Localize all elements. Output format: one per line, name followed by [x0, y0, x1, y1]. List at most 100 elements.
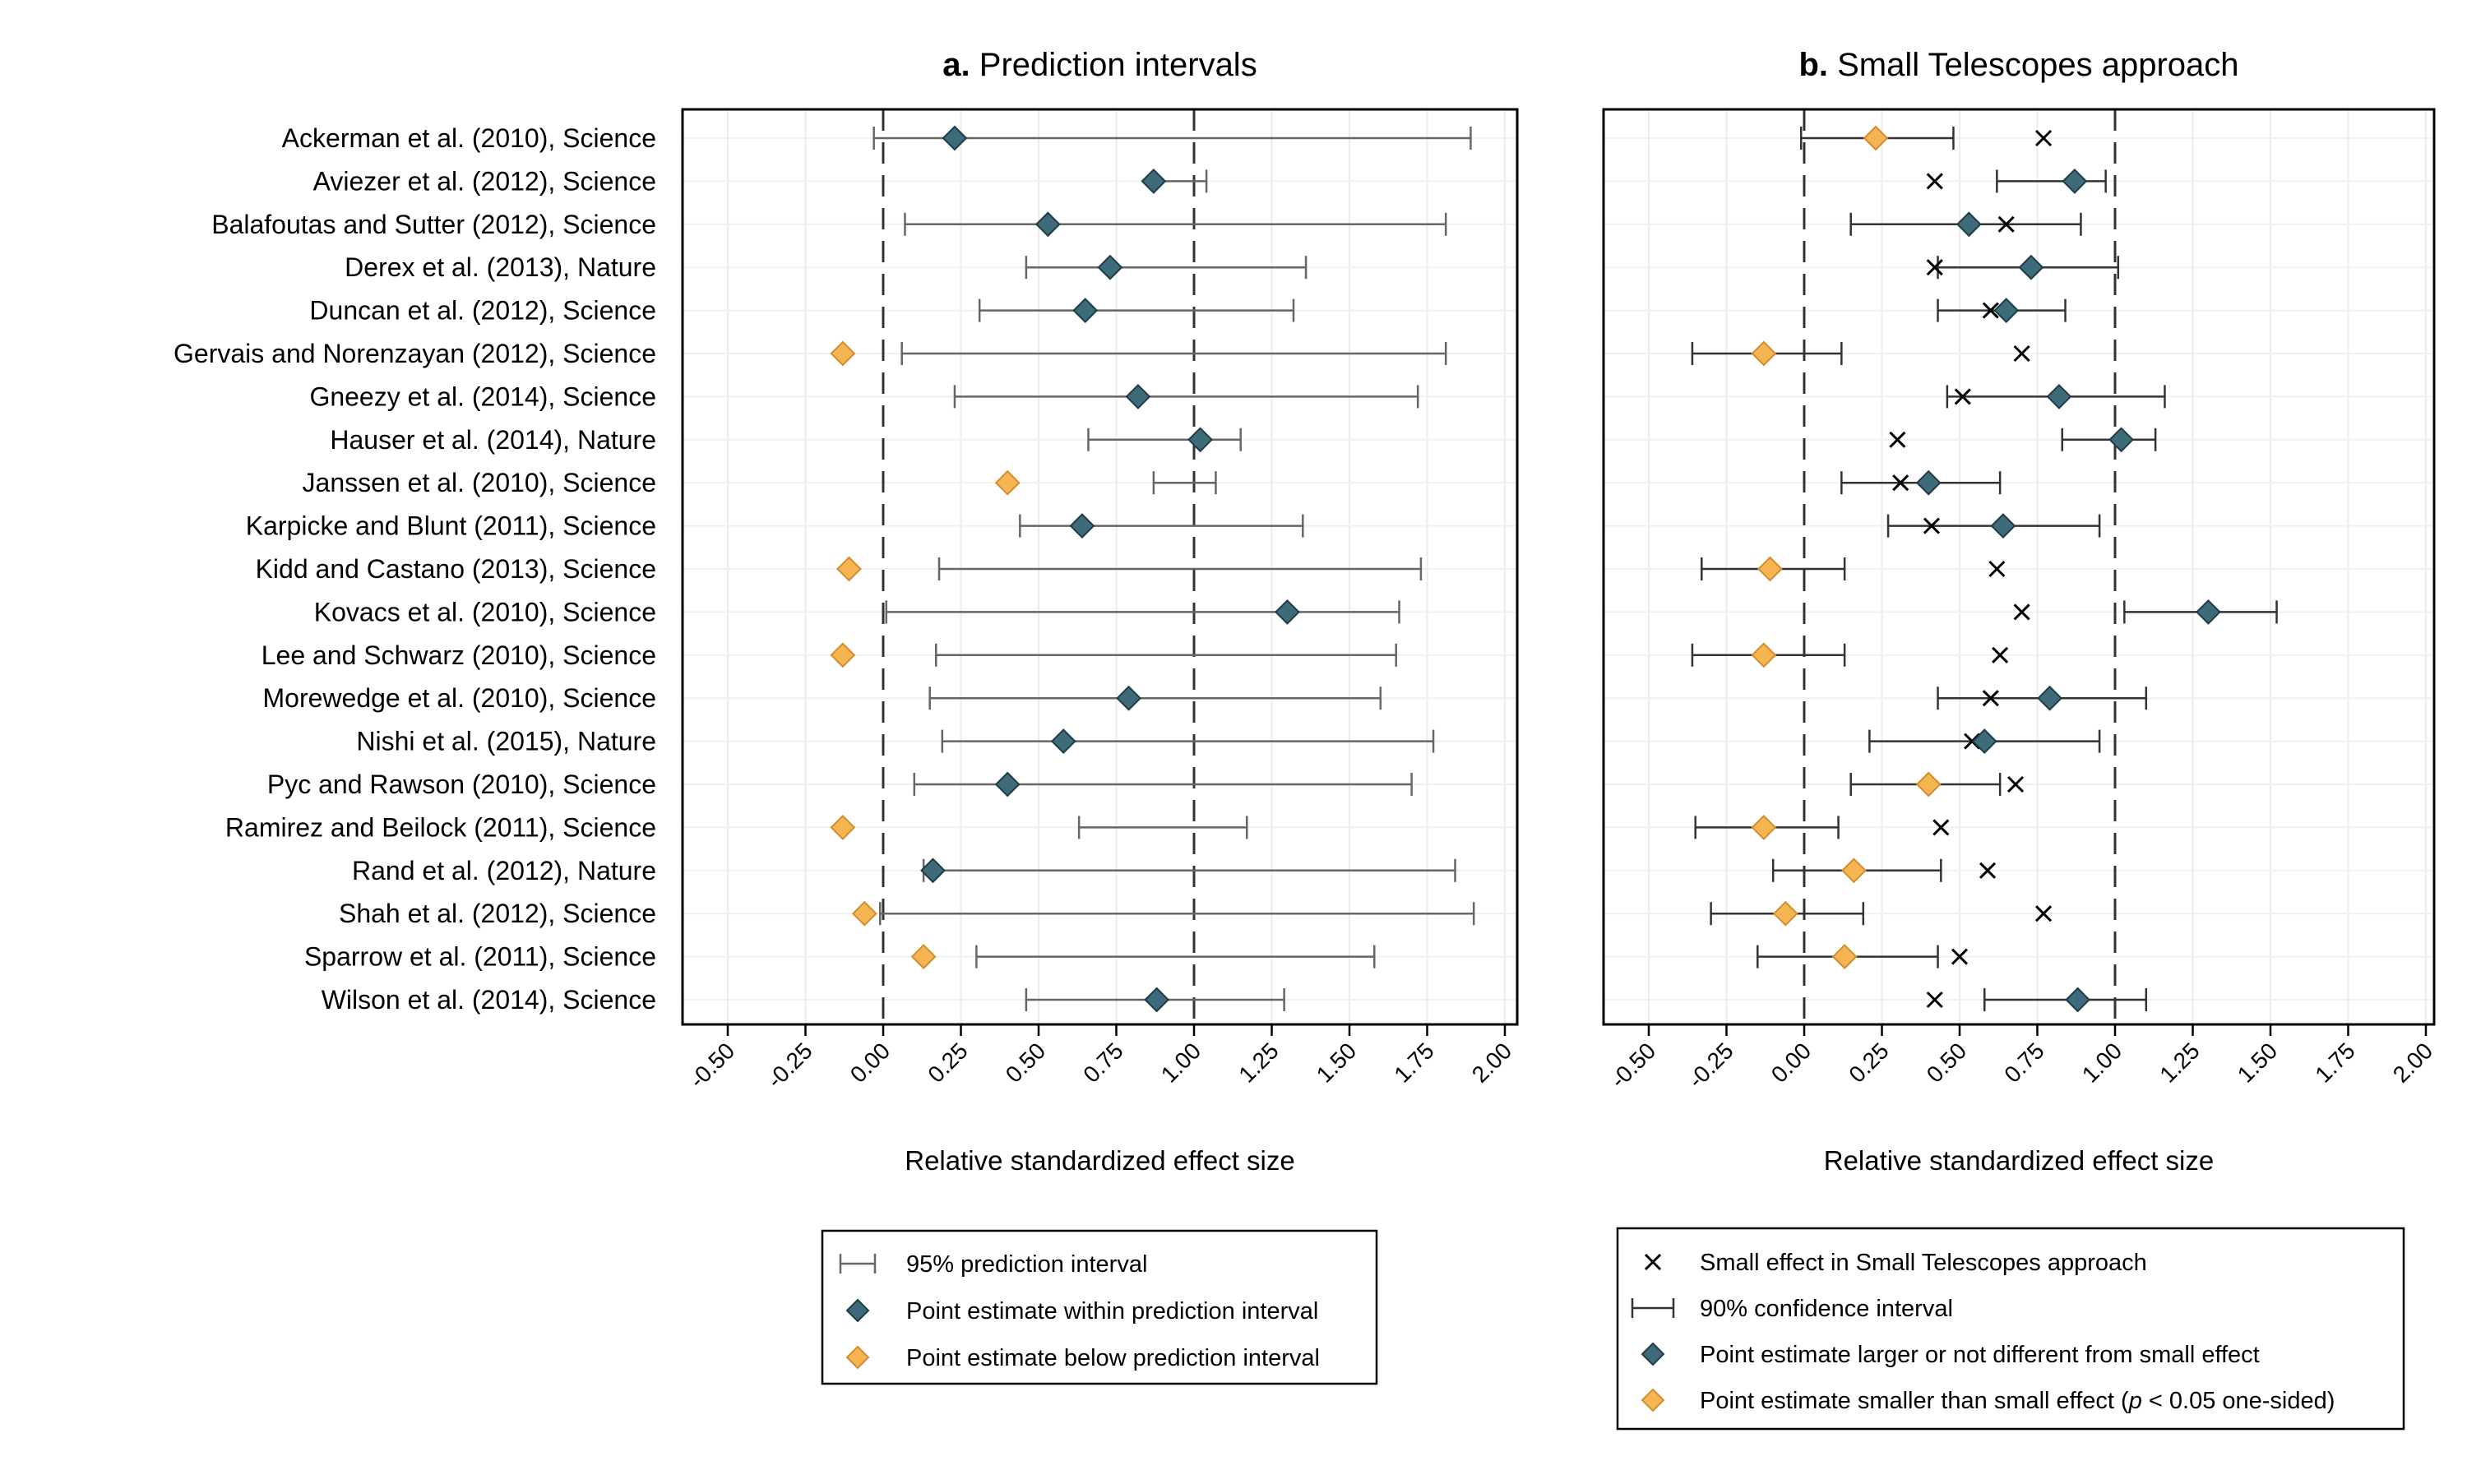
study-label: Hauser et al. (2014), Nature — [330, 425, 656, 455]
legend-diamond-icon — [1641, 1342, 1665, 1366]
x-tick-label-b: 1.50 — [2233, 1038, 2282, 1087]
point-estimate-marker — [2018, 254, 2044, 280]
panel-b: b. Small Telescopes approach -0.50 -0.25 0.… — [1602, 47, 2437, 1176]
x-tick-label-a: 0.75 — [1078, 1038, 1127, 1087]
small-effect-cross — [1954, 388, 1971, 405]
point-estimate-marker — [1751, 340, 1777, 367]
point-estimate-marker — [1990, 513, 2016, 539]
point-estimate-marker — [1956, 211, 1982, 238]
point-estimate-marker — [1863, 125, 1889, 151]
legend-b-suffix: p — [2128, 1388, 2142, 1414]
x-tick-label-b: -0.25 — [1683, 1038, 1738, 1093]
point-estimate-marker — [1116, 685, 1142, 711]
small-effect-cross — [1992, 646, 2009, 663]
point-estimate-marker — [2046, 383, 2072, 409]
panel-title-b: b. Small Telescopes approach — [1798, 47, 2238, 83]
point-estimate-marker — [1144, 987, 1170, 1013]
study-label: Ackerman et al. (2010), Science — [282, 123, 656, 153]
legend-a-box — [821, 1229, 1378, 1385]
x-tick-label-a: 0.25 — [923, 1038, 972, 1087]
point-estimate-marker — [920, 858, 946, 884]
panel-letter-b: b. — [1798, 47, 1837, 83]
point-estimate-marker — [851, 900, 877, 927]
small-effect-cross — [1926, 173, 1943, 190]
legend-cross-icon — [1644, 1253, 1662, 1271]
point-estimate-marker — [1141, 168, 1167, 194]
plot-frame-b — [1602, 108, 2436, 1026]
point-estimate-marker — [2037, 685, 2063, 711]
point-estimate-marker — [1915, 771, 1942, 797]
study-label: Morewedge et al. (2010), Science — [263, 683, 656, 713]
x-tick-label-b: 0.75 — [1999, 1038, 2048, 1087]
small-effect-cross — [2006, 775, 2025, 793]
small-effect-cross — [2013, 603, 2030, 621]
point-estimate-marker — [1125, 383, 1151, 409]
legend-b-box — [1616, 1227, 2405, 1431]
point-estimate-marker — [910, 944, 937, 970]
x-tick-label-a: 1.25 — [1234, 1038, 1283, 1087]
study-label: Nishi et al. (2015), Nature — [356, 727, 656, 756]
x-tick-label-a: 0.50 — [1001, 1038, 1050, 1087]
study-label: Sparrow et al. (2011), Science — [304, 942, 656, 972]
point-estimate-marker — [1757, 556, 1783, 582]
point-estimate-marker — [942, 125, 968, 151]
point-estimate-marker — [1187, 427, 1213, 453]
x-tick-label-b: -0.50 — [1605, 1038, 1660, 1093]
x-tick-label-a: 1.75 — [1389, 1038, 1438, 1087]
point-estimate-marker — [1034, 211, 1061, 238]
panel-title-text-b: Small Telescopes approach — [1837, 47, 2238, 83]
study-label: Kidd and Castano (2013), Science — [256, 554, 656, 584]
small-effect-cross — [1997, 215, 2015, 233]
legend-a-label: Point estimate below prediction interval — [906, 1345, 1320, 1371]
study-label: Balafoutas and Sutter (2012), Science — [211, 210, 656, 239]
study-label: Wilson et al. (2014), Science — [322, 985, 656, 1015]
legend-a-label: Point estimate within prediction interva… — [906, 1298, 1318, 1325]
study-label: Aviezer et al. (2012), Science — [313, 166, 656, 196]
x-tick-label-b: 1.25 — [2155, 1038, 2204, 1087]
study-label: Shah et al. (2012), Science — [339, 899, 656, 928]
x-tick-label-a: 1.00 — [1156, 1038, 1206, 1087]
x-axis-label-a: Relative standardized effect size — [905, 1145, 1295, 1176]
point-estimate-marker — [1751, 642, 1777, 668]
x-tick-label-b: 1.75 — [2310, 1038, 2359, 1087]
legend-b-suffix: ( — [2121, 1388, 2129, 1414]
point-estimate-marker — [1971, 728, 1997, 755]
point-estimate-marker — [1831, 944, 1858, 970]
small-effect-cross — [1979, 862, 1997, 879]
x-tick-label-b: 2.00 — [2388, 1038, 2437, 1087]
point-estimate-marker — [830, 642, 856, 668]
small-effect-cross — [1926, 259, 1943, 276]
study-label: Gneezy et al. (2014), Science — [309, 381, 656, 411]
x-tick-label-b: 0.50 — [1922, 1038, 1971, 1087]
panel-title-a: a. Prediction intervals — [942, 47, 1257, 83]
x-tick-label-b: 0.25 — [1844, 1038, 1893, 1087]
x-tick-label-a: -0.25 — [762, 1038, 817, 1093]
study-label: Pyc and Rawson (2010), Science — [267, 770, 656, 799]
point-estimate-marker — [1841, 858, 1867, 884]
point-estimate-marker — [994, 469, 1021, 496]
legend-b-label: Point estimate smaller than small effect… — [1700, 1388, 2335, 1414]
x-axis-label-b: Relative standardized effect size — [1824, 1145, 2215, 1176]
legend-diamond-icon — [1641, 1388, 1665, 1412]
x-tick-label-b: 0.00 — [1766, 1038, 1816, 1087]
panel-title-text-a: Prediction intervals — [979, 47, 1257, 83]
plot-frame-a — [681, 108, 1519, 1026]
legend-b-label: 90% confidence interval — [1700, 1296, 1953, 1322]
small-effect-cross — [1923, 517, 1941, 534]
small-effect-cross — [2034, 905, 2053, 922]
legend-diamond-icon — [845, 1345, 870, 1370]
point-estimate-marker — [1274, 599, 1300, 625]
study-label: Janssen et al. (2010), Science — [303, 468, 656, 497]
point-estimate-marker — [1072, 298, 1099, 324]
small-effect-cross — [2013, 344, 2030, 363]
small-effect-cross — [1982, 302, 1999, 319]
small-effect-cross — [2034, 129, 2053, 147]
small-effect-cross — [1951, 948, 1969, 965]
study-label: Karpicke and Blunt (2011), Science — [246, 511, 656, 541]
small-effect-cross — [1932, 819, 1950, 836]
point-estimate-marker — [1772, 900, 1798, 927]
study-label: Ramirez and Beilock (2011), Science — [225, 812, 656, 842]
small-effect-cross — [1926, 991, 1943, 1009]
study-label: Rand et al. (2012), Nature — [352, 856, 656, 885]
